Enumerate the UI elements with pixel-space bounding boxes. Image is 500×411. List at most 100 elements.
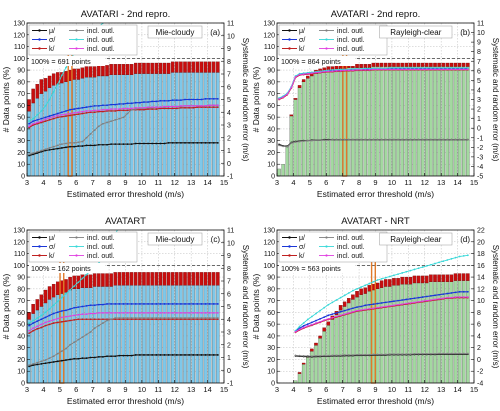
bar xyxy=(416,66,421,176)
series-point-k-outl xyxy=(286,93,289,96)
series-point-k-outl xyxy=(48,117,51,119)
y2-tick-label: 10 xyxy=(227,33,235,40)
bar xyxy=(47,299,52,383)
x-tick-label: 12 xyxy=(421,385,429,394)
bar xyxy=(146,73,150,176)
series-point-sigma xyxy=(126,303,129,305)
series-point-sigma-outl xyxy=(56,83,59,86)
outlier-bar xyxy=(97,273,101,287)
y2-tick-label: 2 xyxy=(477,345,481,352)
series-point-mu-outl xyxy=(294,141,297,143)
series-point-k-outl xyxy=(327,70,330,73)
series-point-sigma-outl xyxy=(40,110,43,112)
tag-box xyxy=(379,232,453,246)
panel-label: (b) xyxy=(460,28,470,37)
series-point-k xyxy=(208,318,211,321)
series-point-mu-outl xyxy=(151,317,154,319)
y-tick-label: 80 xyxy=(17,79,25,86)
y-tick-label: 120 xyxy=(13,239,25,246)
y-tick-label: 10 xyxy=(267,162,275,169)
outlier-bar xyxy=(289,114,294,117)
bar xyxy=(183,72,187,176)
series-point-sigma-outl xyxy=(401,67,404,69)
bar xyxy=(187,72,191,176)
series-point-mu xyxy=(81,145,84,147)
series-point-mu-outl xyxy=(163,317,166,319)
outlier-bar xyxy=(457,62,462,67)
series-point-k-outl xyxy=(44,321,47,324)
series-point-k-outl xyxy=(380,68,383,71)
series-point-sigma xyxy=(56,112,59,115)
outlier-bar xyxy=(445,62,450,67)
bar xyxy=(306,78,310,176)
bar xyxy=(166,73,171,176)
series-point-mu xyxy=(65,146,67,149)
bar xyxy=(433,66,437,176)
series-point-k-outl xyxy=(360,68,363,71)
hundred-percent-note: 100% = 691 points xyxy=(31,57,91,66)
series-point-sigma-outl xyxy=(327,303,330,306)
legend-label: σ/ xyxy=(299,37,305,44)
series-point-mu-outl xyxy=(208,317,211,319)
lines-group xyxy=(278,67,469,148)
outlier-bar xyxy=(195,272,200,286)
bar xyxy=(379,66,384,176)
series-point-k-outl xyxy=(376,306,379,309)
bar xyxy=(154,73,159,176)
bar xyxy=(105,286,109,383)
series-point-mu-outl xyxy=(368,138,371,141)
bar xyxy=(306,356,310,383)
x-tick-label: 5 xyxy=(308,178,312,187)
series-point-sigma xyxy=(73,306,76,309)
series-point-mu-outl xyxy=(315,139,317,142)
outlier-bar xyxy=(142,62,146,74)
series-point-sigma xyxy=(446,292,449,295)
note-bg xyxy=(279,56,355,66)
series-point-k-outl xyxy=(430,299,432,301)
series-point-k-outl xyxy=(85,313,88,316)
series-point-mu-outl xyxy=(466,138,469,141)
series-point-k-outl xyxy=(106,311,108,314)
y2-tick-label: 3 xyxy=(227,123,231,130)
outlier-bar xyxy=(80,274,85,288)
series-point-k xyxy=(216,106,219,109)
series-point-mu-outl xyxy=(106,121,108,124)
y2-tick-label: 10 xyxy=(477,298,485,305)
series-point-k-outl xyxy=(450,68,453,71)
series-point-sigma-outl xyxy=(393,67,395,69)
series-point-sigma-outl xyxy=(209,0,211,1)
bar xyxy=(347,302,351,383)
legend-label: incl. outl. xyxy=(87,253,115,260)
series-point-k-outl xyxy=(397,68,399,71)
series-point-mu xyxy=(52,148,55,151)
series-point-mu xyxy=(155,354,158,356)
series-point-mu xyxy=(81,357,84,360)
series-point-k xyxy=(171,318,174,321)
chart-title: AVATART - NRT xyxy=(341,216,410,227)
bar xyxy=(338,309,343,383)
series-point-sigma xyxy=(89,304,92,307)
series-point-sigma xyxy=(450,292,453,294)
series-point-k xyxy=(28,126,30,129)
y-tick-label: 70 xyxy=(17,298,25,305)
series-point-mu xyxy=(106,355,108,358)
series-point-mu-outl xyxy=(310,139,313,142)
outlier-bar xyxy=(191,272,195,286)
series-point-mu-outl xyxy=(73,341,76,344)
bar xyxy=(211,72,216,176)
y-tick-label: 130 xyxy=(13,228,25,235)
y2-tick-label: 6 xyxy=(477,68,481,75)
bar xyxy=(347,67,351,176)
series-point-k-outl xyxy=(417,300,420,303)
series-point-sigma-outl xyxy=(430,67,432,69)
bar xyxy=(457,280,462,383)
y2-tick-label: 2 xyxy=(227,135,231,142)
series-point-sigma-outl xyxy=(65,66,67,69)
series-point-sigma xyxy=(163,303,166,305)
series-point-k-outl xyxy=(97,311,100,314)
outlier-bar xyxy=(43,78,48,92)
legend-label: incl. outl. xyxy=(87,244,115,251)
legend-label: incl. outl. xyxy=(337,28,365,35)
series-point-sigma xyxy=(319,317,321,320)
